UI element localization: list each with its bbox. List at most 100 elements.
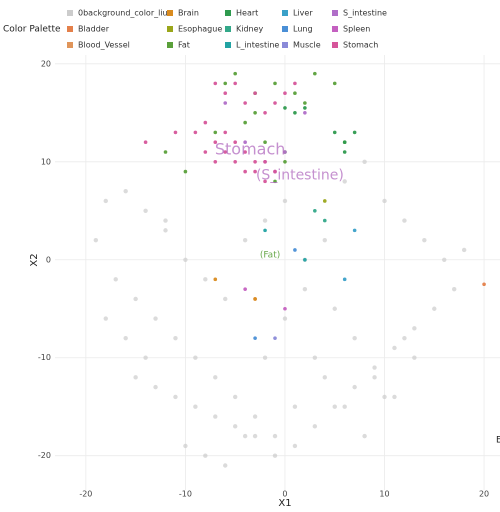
point bbox=[273, 81, 277, 86]
point bbox=[292, 443, 298, 449]
series-points bbox=[273, 336, 277, 340]
point bbox=[283, 159, 287, 164]
x-tick-label: 0 bbox=[282, 490, 287, 499]
point bbox=[452, 286, 457, 292]
point bbox=[283, 106, 287, 110]
legend-label: Stomach bbox=[343, 41, 378, 50]
series-points bbox=[163, 71, 347, 184]
point bbox=[133, 296, 138, 302]
y-tick-label: 0 bbox=[46, 255, 51, 264]
y-tick-label: 20 bbox=[41, 59, 51, 68]
x-tick-label: 10 bbox=[379, 490, 389, 499]
legend-label: Spleen bbox=[343, 25, 370, 34]
legend-label: Blood_Vessel bbox=[78, 41, 130, 50]
point bbox=[123, 335, 128, 341]
point bbox=[183, 257, 188, 262]
point bbox=[123, 188, 128, 194]
series-points bbox=[482, 282, 486, 287]
legend-key bbox=[225, 42, 231, 48]
point bbox=[342, 150, 347, 154]
point bbox=[342, 277, 347, 282]
point bbox=[223, 101, 228, 105]
point bbox=[342, 140, 347, 144]
legend-key bbox=[282, 10, 288, 16]
point bbox=[302, 286, 308, 292]
point bbox=[273, 101, 277, 105]
legend-key bbox=[332, 26, 338, 32]
point bbox=[262, 355, 268, 360]
point bbox=[183, 169, 188, 174]
point bbox=[332, 404, 337, 409]
point bbox=[282, 198, 288, 204]
point bbox=[263, 179, 267, 184]
point bbox=[223, 81, 228, 86]
point bbox=[332, 81, 337, 86]
legend-label: Lung bbox=[293, 25, 313, 34]
point bbox=[273, 169, 277, 174]
point bbox=[362, 433, 367, 439]
annotation: Stomach bbox=[215, 140, 286, 159]
point bbox=[233, 71, 237, 76]
point bbox=[232, 424, 238, 429]
legend-label: Muscle bbox=[293, 41, 321, 50]
point bbox=[262, 218, 268, 223]
point bbox=[173, 130, 178, 135]
x-tick-label: -20 bbox=[79, 490, 92, 499]
point bbox=[402, 335, 407, 341]
legend-label: 0background_color_liu bbox=[78, 9, 168, 18]
point bbox=[133, 375, 138, 380]
point bbox=[293, 81, 297, 86]
legend-label: Brain bbox=[178, 9, 199, 18]
point bbox=[233, 81, 237, 86]
point bbox=[243, 169, 247, 174]
point bbox=[372, 375, 377, 380]
legend-key bbox=[167, 26, 173, 32]
point bbox=[283, 91, 287, 96]
point bbox=[273, 179, 277, 184]
point bbox=[292, 404, 298, 409]
point bbox=[322, 375, 327, 380]
point bbox=[293, 111, 297, 115]
x-axis-label: X1 bbox=[278, 498, 291, 509]
annotation: (S_intestine) bbox=[256, 168, 344, 184]
point bbox=[193, 130, 198, 135]
point bbox=[143, 208, 148, 213]
point bbox=[263, 111, 267, 115]
point bbox=[213, 159, 218, 164]
y-tick-label: -20 bbox=[38, 451, 51, 460]
legend-label: Esophague bbox=[178, 25, 222, 34]
point bbox=[243, 120, 247, 125]
legend-label: Bladder bbox=[78, 25, 110, 34]
point bbox=[253, 336, 257, 340]
series-points bbox=[213, 277, 257, 301]
point bbox=[382, 394, 387, 400]
point bbox=[153, 316, 158, 321]
series-points bbox=[253, 248, 297, 340]
point bbox=[332, 130, 337, 135]
point bbox=[173, 394, 178, 400]
point bbox=[113, 277, 118, 282]
point bbox=[213, 277, 218, 282]
point bbox=[352, 384, 357, 390]
point bbox=[252, 414, 258, 419]
point bbox=[223, 91, 228, 96]
point bbox=[193, 404, 198, 409]
point bbox=[402, 218, 407, 223]
point bbox=[163, 228, 168, 233]
point bbox=[283, 306, 287, 311]
point bbox=[203, 453, 208, 458]
x-tick-label: 20 bbox=[479, 490, 489, 499]
point bbox=[303, 111, 307, 115]
series-points bbox=[243, 287, 287, 311]
annotation: (Fat) bbox=[260, 250, 280, 260]
point bbox=[342, 404, 347, 409]
legend-key bbox=[225, 26, 231, 32]
point bbox=[293, 248, 297, 252]
point bbox=[372, 365, 377, 370]
annotation: E bbox=[496, 436, 500, 446]
series-points bbox=[263, 228, 307, 262]
series-points bbox=[322, 199, 327, 203]
point bbox=[103, 198, 108, 204]
point bbox=[412, 355, 417, 360]
point bbox=[253, 159, 257, 164]
